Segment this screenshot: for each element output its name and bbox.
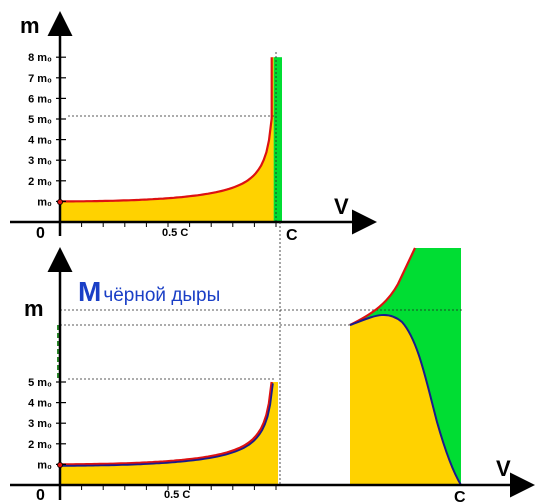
bottom-yellow-area-left — [60, 382, 278, 485]
bottom-c-label: C — [454, 489, 466, 504]
y-tick-label: 7 m₀ — [28, 73, 52, 85]
y-tick-label: 3 m₀ — [28, 155, 52, 167]
bottom-right-curve-blue — [349, 313, 462, 486]
bottom-yellow-area-right — [350, 314, 461, 485]
top-c-label: C — [286, 227, 298, 244]
top-x-axis-label: V — [334, 194, 349, 219]
y-tick-label: 5 m₀ — [28, 377, 52, 389]
top-y-axis-label: m — [20, 13, 40, 38]
black-hole-mass-letter: M — [78, 276, 101, 307]
y-tick-label: 5 m₀ — [28, 114, 52, 126]
top-y-ticks: m₀ 2 m₀ 3 m₀ 4 m₀ 5 m₀ 6 m₀ 7 m₀ 8 m₀ — [28, 52, 66, 208]
top-green-band — [273, 57, 282, 223]
bottom-mass-curve-blue — [61, 383, 274, 467]
bottom-origin-label: 0 — [36, 487, 45, 504]
top-origin-label: 0 — [36, 225, 45, 242]
top-mass-curve — [60, 57, 273, 203]
y-tick-label: 4 m₀ — [28, 135, 52, 147]
y-tick-label: 2 m₀ — [28, 176, 52, 188]
top-yellow-area — [60, 57, 274, 223]
top-x-tick-label: 0.5 C — [162, 227, 188, 239]
top-x-ticks — [81, 222, 277, 227]
bottom-m0-point — [57, 461, 64, 468]
black-hole-mass-subscript: чёрной дыры — [103, 285, 220, 306]
y-tick-label: m₀ — [37, 196, 52, 208]
bottom-x-axis-label: V — [496, 456, 511, 481]
bottom-green-area-right — [350, 248, 461, 485]
y-tick-label: m₀ — [37, 459, 52, 471]
bottom-y-axis-label: m — [24, 296, 44, 321]
bottom-x-ticks — [81, 485, 277, 490]
top-m0-point — [57, 198, 64, 205]
y-tick-label: 4 m₀ — [28, 398, 52, 410]
bottom-mass-curve-red — [60, 381, 273, 466]
top-chart: m₀ 2 m₀ 3 m₀ 4 m₀ 5 m₀ 6 m₀ 7 m₀ 8 m₀ m V 0 C 0… — [10, 11, 377, 244]
y-tick-label: 2 m₀ — [28, 439, 52, 451]
y-tick-label: 8 m₀ — [28, 52, 52, 64]
y-tick-label: 3 m₀ — [28, 418, 52, 430]
bottom-x-tick-label: 0.5 C — [164, 489, 190, 501]
y-tick-label: 6 m₀ — [28, 93, 52, 105]
